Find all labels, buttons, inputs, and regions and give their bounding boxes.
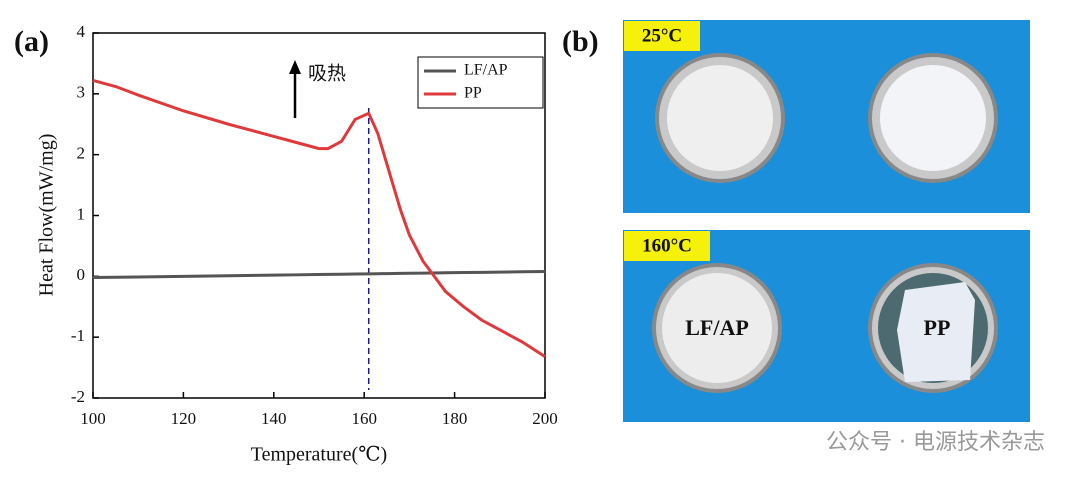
y-tick-label: 4 <box>77 22 86 41</box>
y-tick-label: 1 <box>77 204 86 223</box>
annotation-arrow-head <box>289 60 301 74</box>
x-tick-label: 200 <box>532 409 558 428</box>
photo <box>623 20 1030 422</box>
x-tick-label: 140 <box>261 409 287 428</box>
y-tick-label: -2 <box>71 387 85 406</box>
photo-label: 160°C <box>642 235 692 256</box>
y-axis-label: Heat Flow(mW/mg) <box>36 134 58 297</box>
x-tick-label: 180 <box>442 409 468 428</box>
legend-label: LF/AP <box>464 62 508 79</box>
photo-label: 25°C <box>642 25 682 46</box>
sample-label: LF/AP <box>685 315 749 340</box>
watermark: 公众号 · 电源技术杂志 <box>826 430 1045 455</box>
x-axis-label: Temperature(℃) <box>251 444 387 466</box>
y-tick-label: -1 <box>71 326 85 345</box>
annotation: 吸热 <box>308 63 346 85</box>
data-line <box>92 79 546 358</box>
panel-label: (a) <box>14 25 49 58</box>
data-line <box>92 269 546 280</box>
y-tick-label: 2 <box>77 144 86 163</box>
sample-label: PP <box>924 315 951 340</box>
y-tick-label: 3 <box>77 83 86 102</box>
legend-box <box>417 56 544 109</box>
legend-label: PP <box>464 85 482 102</box>
y-tick-label: 0 <box>77 265 86 284</box>
panel-label: (b) <box>562 25 599 58</box>
x-tick-label: 100 <box>80 409 106 428</box>
x-tick-label: 160 <box>351 409 377 428</box>
x-tick-label: 120 <box>171 409 197 428</box>
